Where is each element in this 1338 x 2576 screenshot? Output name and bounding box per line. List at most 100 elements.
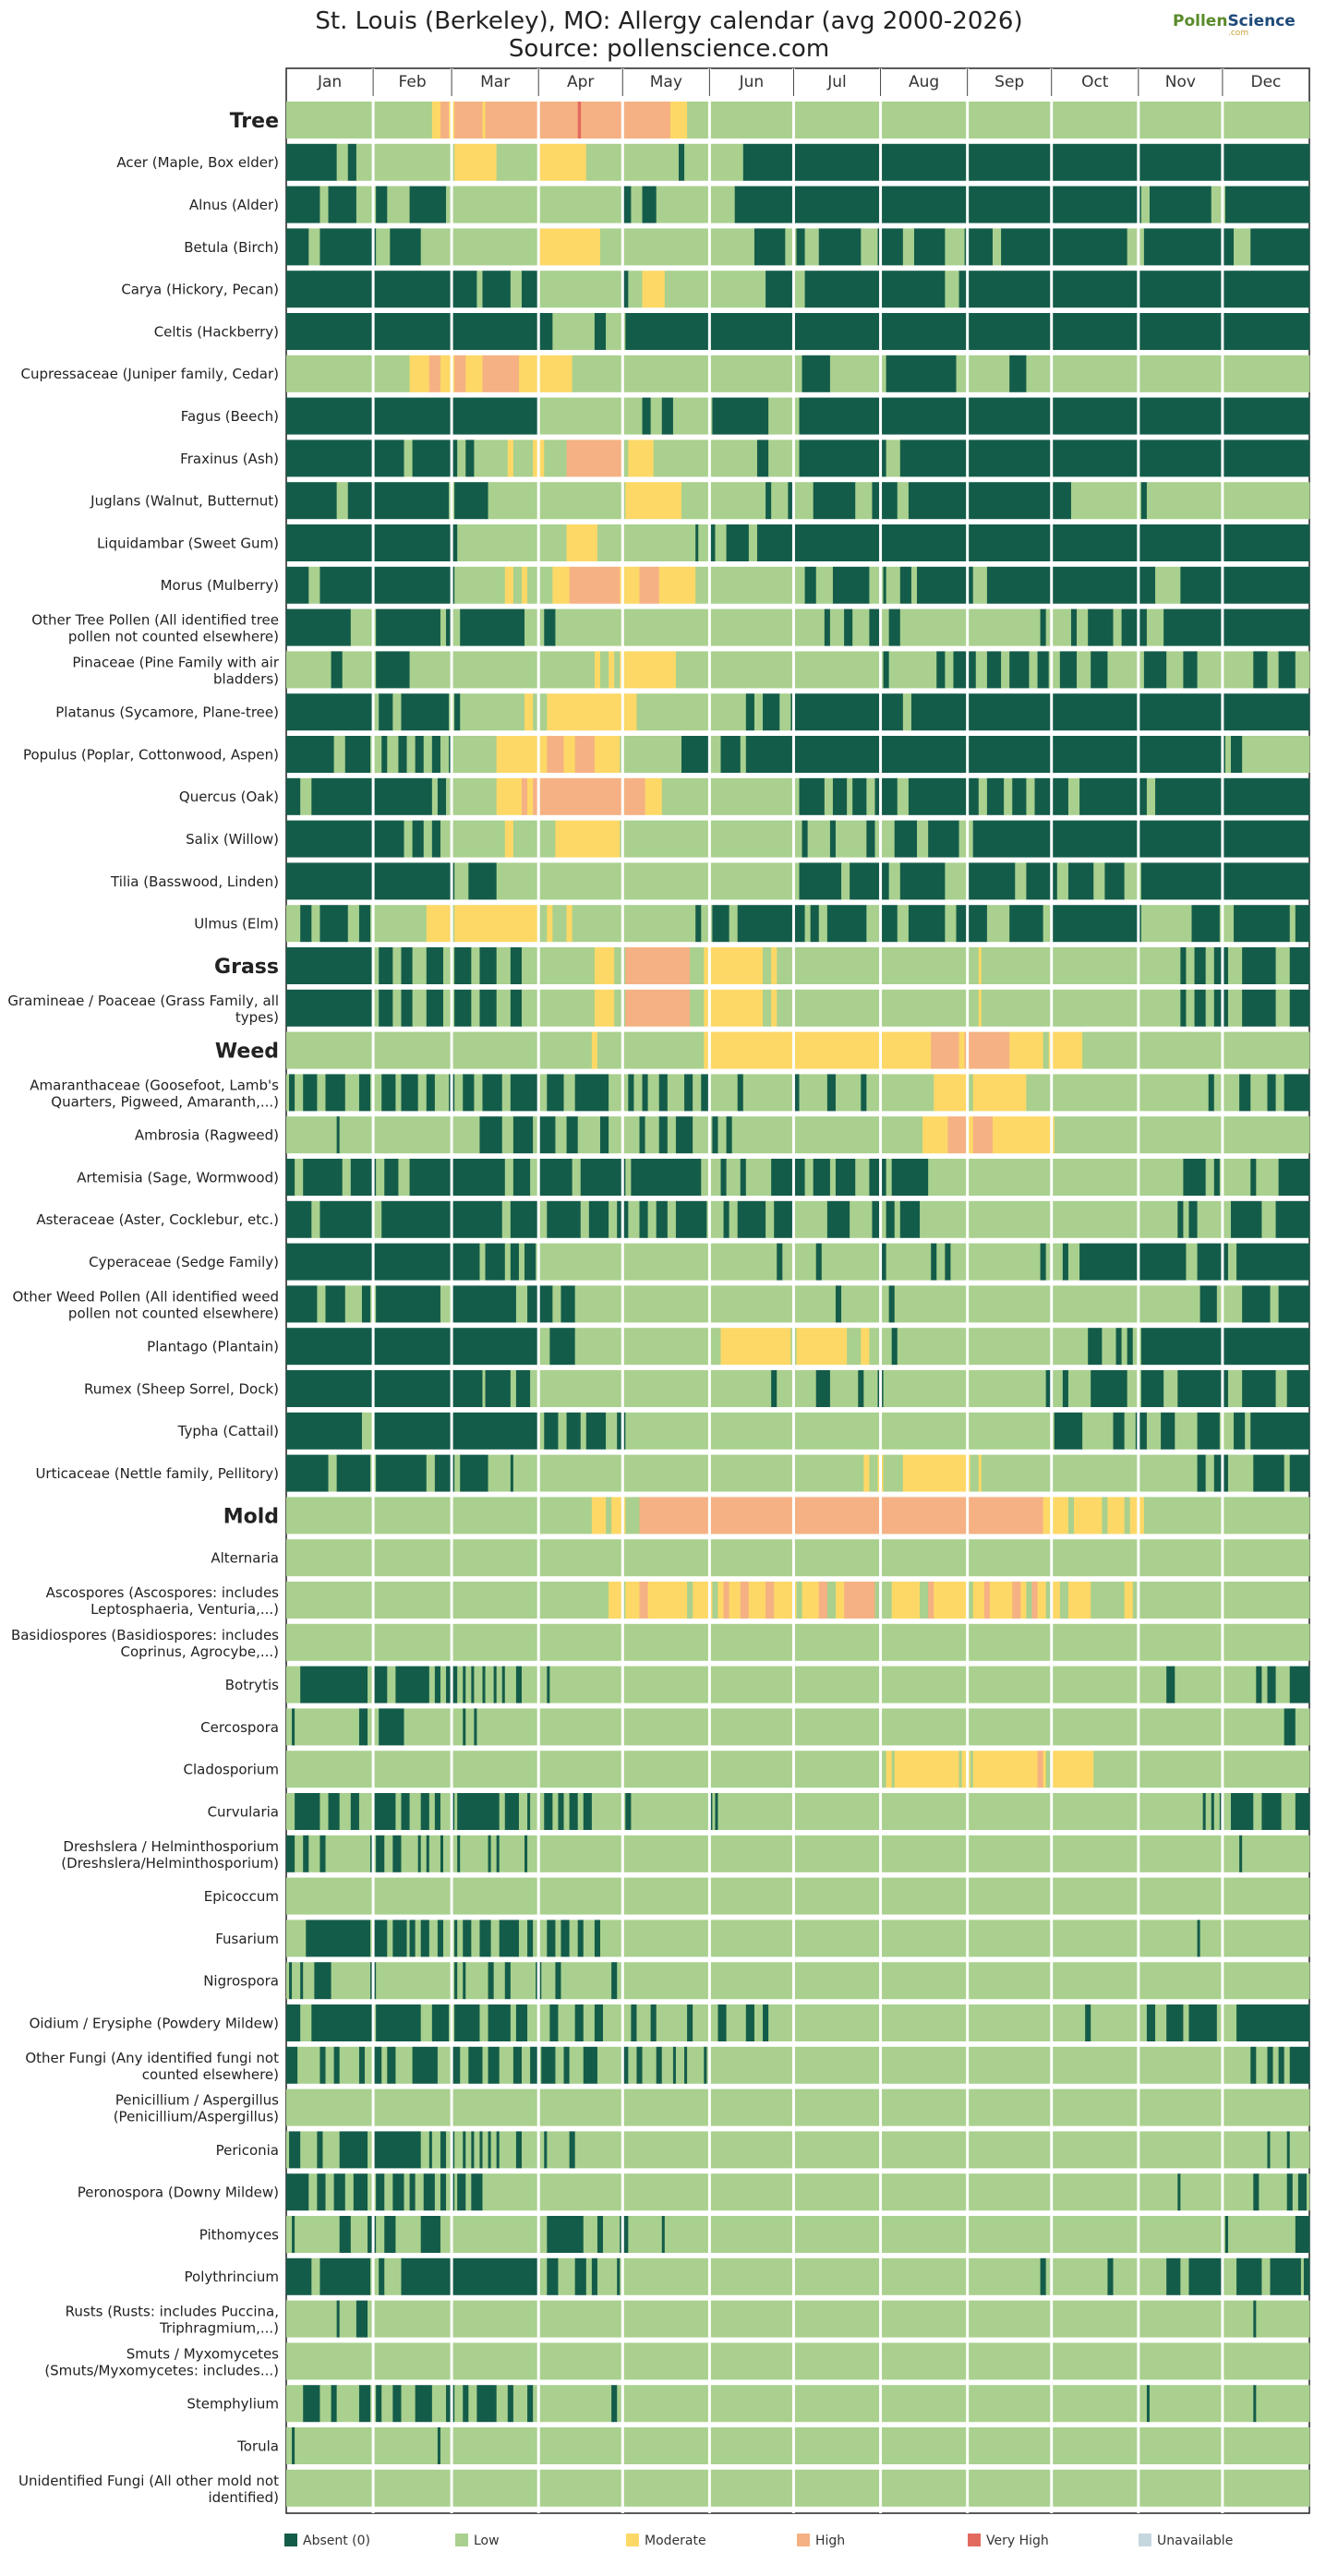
- level-segment: [609, 1582, 623, 1619]
- level-segment: [409, 355, 430, 392]
- level-segment: [387, 1920, 393, 1957]
- level-segment: [552, 905, 567, 943]
- level-segment: [866, 1074, 934, 1112]
- level-segment: [437, 777, 447, 815]
- level-segment: [468, 862, 498, 900]
- level-segment: [1284, 1708, 1296, 1746]
- level-segment: [574, 736, 596, 773]
- level-segment: [972, 1116, 994, 1154]
- level-segment: [1093, 1751, 1310, 1788]
- level-segment: [1077, 608, 1089, 646]
- level-segment: [855, 1159, 870, 1196]
- level-segment: [639, 1582, 648, 1619]
- level-segment: [1140, 862, 1310, 900]
- level-segment: [286, 1412, 363, 1450]
- level-segment: [765, 482, 772, 520]
- level-segment: [1289, 947, 1310, 984]
- level-segment: [536, 1243, 777, 1281]
- level-segment: [373, 1835, 377, 1872]
- level-segment: [482, 2173, 1178, 2211]
- level-segment: [667, 1116, 677, 1154]
- level-segment: [1234, 228, 1251, 266]
- level-segment: [452, 736, 498, 773]
- level-segment: [841, 1285, 890, 1323]
- level-segment: [555, 608, 826, 646]
- level-segment: [695, 524, 699, 561]
- level-segment: [512, 820, 556, 858]
- level-segment: [442, 947, 455, 984]
- level-segment: [804, 905, 812, 943]
- level-segment: [874, 820, 896, 858]
- level-segment: [910, 693, 1310, 731]
- level-segment: [390, 228, 422, 266]
- level-segment: [488, 2131, 491, 2169]
- pollenscience-logo[interactable]: PollenScience: [1173, 13, 1296, 30]
- level-segment: [328, 1454, 338, 1492]
- level-segment: [512, 566, 523, 604]
- level-segment: [597, 2216, 604, 2253]
- level-segment: [1043, 1497, 1069, 1535]
- level-segment: [319, 2257, 371, 2295]
- level-segment: [286, 1623, 1310, 1661]
- level-segment: [712, 1116, 718, 1154]
- level-segment: [983, 1582, 991, 1619]
- level-segment: [799, 1074, 828, 1112]
- level-segment: [1286, 2131, 1291, 2169]
- level-segment: [986, 566, 1156, 604]
- level-segment: [499, 1835, 525, 1872]
- level-segment: [986, 905, 1010, 943]
- level-segment: [457, 1666, 464, 1703]
- level-segment: [1197, 651, 1254, 689]
- calendar-row: [286, 1708, 1310, 1746]
- level-segment: [482, 2131, 488, 2169]
- level-segment: [1234, 1412, 1246, 1450]
- level-segment: [690, 989, 705, 1027]
- level-segment: [599, 1920, 1198, 1957]
- level-segment: [748, 524, 758, 561]
- level-segment: [538, 1074, 548, 1112]
- level-segment: [1051, 1370, 1064, 1407]
- level-segment: [690, 947, 705, 984]
- level-segment: [454, 2385, 464, 2423]
- level-segment: [457, 1962, 464, 2000]
- level-segment: [818, 228, 862, 266]
- level-segment: [527, 1920, 534, 1957]
- level-segment: [1267, 2131, 1271, 2169]
- level-segment: [1213, 1793, 1221, 1830]
- level-segment: [899, 1200, 921, 1238]
- level-segment: [625, 1497, 640, 1535]
- level-segment: [611, 1962, 618, 2000]
- level-segment: [510, 1454, 514, 1492]
- level-segment: [446, 777, 498, 815]
- level-segment: [286, 2046, 298, 2084]
- level-segment: [476, 271, 483, 308]
- level-segment: [631, 186, 643, 223]
- level-segment: [381, 1200, 503, 1238]
- calendar-row: [286, 1920, 1310, 1957]
- level-segment: [1284, 2046, 1291, 2084]
- level-segment: [373, 2004, 377, 2041]
- level-segment: [1219, 1159, 1251, 1196]
- level-segment: [510, 2004, 517, 2041]
- taxon-label: Artemisia (Sage, Wormwood): [77, 1169, 279, 1186]
- level-segment: [1186, 1243, 1198, 1281]
- level-segment: [426, 947, 444, 984]
- level-segment: [633, 1074, 643, 1112]
- level-segment: [504, 820, 514, 858]
- level-segment: [628, 2046, 637, 2084]
- level-segment: [597, 524, 696, 561]
- level-segment: [510, 1200, 539, 1238]
- taxon-label: Urticaceae (Nettle family, Pellitory): [35, 1465, 279, 1482]
- level-segment: [908, 905, 946, 943]
- level-segment: [1127, 228, 1145, 266]
- level-segment: [1245, 1412, 1251, 1450]
- level-segment: [826, 905, 867, 943]
- level-segment: [745, 1159, 772, 1196]
- level-segment: [347, 905, 360, 943]
- level-segment: [913, 228, 946, 266]
- level-segment: [538, 1200, 548, 1238]
- level-segment: [594, 736, 621, 773]
- level-segment: [1222, 2257, 1237, 2295]
- level-segment: [628, 439, 655, 477]
- level-segment: [286, 1243, 480, 1281]
